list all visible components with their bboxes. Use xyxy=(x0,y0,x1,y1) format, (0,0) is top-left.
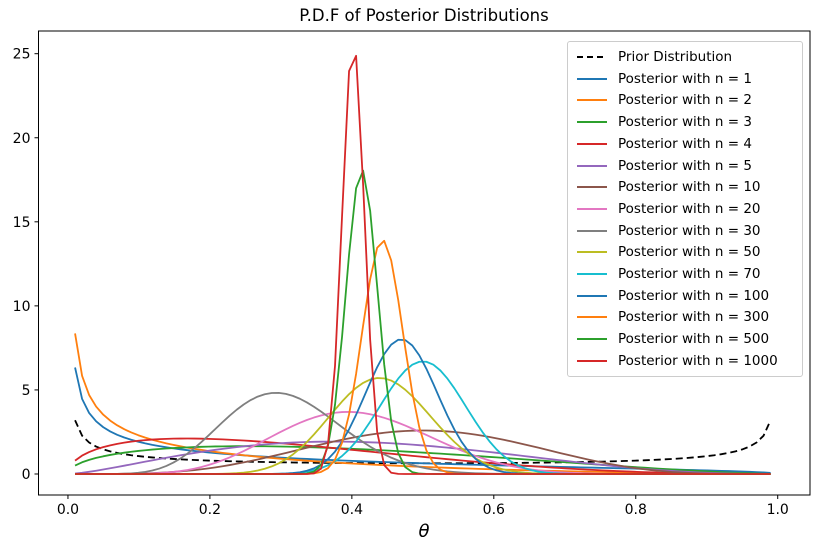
legend-label: Posterior with n = 500 xyxy=(618,331,770,348)
legend-item-n500: Posterior with n = 500 xyxy=(577,331,793,347)
x-tick-label: 0.6 xyxy=(483,502,505,518)
chart-title: P.D.F of Posterior Distributions xyxy=(299,6,549,25)
legend-label: Posterior with n = 1000 xyxy=(618,352,778,369)
legend-item-n2: Posterior with n = 2 xyxy=(577,92,793,108)
legend-line-sample-n70 xyxy=(577,273,607,276)
legend-line-sample-n10 xyxy=(577,186,607,189)
legend-label: Posterior with n = 10 xyxy=(618,179,761,196)
legend-label: Posterior with n = 4 xyxy=(618,135,752,152)
legend-item-n100: Posterior with n = 100 xyxy=(577,288,793,304)
legend-item-n3: Posterior with n = 3 xyxy=(577,114,793,130)
legend-item-n10: Posterior with n = 10 xyxy=(577,179,793,195)
legend-line-sample-n20 xyxy=(577,207,607,210)
legend-label: Posterior with n = 3 xyxy=(618,114,752,131)
curve-n1000 xyxy=(75,54,771,475)
curve-n3 xyxy=(74,445,771,475)
legend-label: Posterior with n = 2 xyxy=(618,92,752,109)
legend-line-sample-n4 xyxy=(577,142,607,145)
legend-line-sample-n50 xyxy=(577,251,607,254)
legend-line-sample-n300 xyxy=(577,316,607,319)
legend-line-sample-n2 xyxy=(577,99,607,102)
curve-n20 xyxy=(75,411,771,475)
x-tick-label: 0.0 xyxy=(57,502,79,518)
legend-line-sample-n1000 xyxy=(577,359,607,362)
legend-item-prior: Prior Distribution xyxy=(577,49,793,65)
x-tick-label: 0.8 xyxy=(625,502,647,518)
legend-item-n4: Posterior with n = 4 xyxy=(577,136,793,152)
legend-line-sample-n100 xyxy=(577,294,607,297)
legend-item-n20: Posterior with n = 20 xyxy=(577,201,793,217)
legend-label: Posterior with n = 1 xyxy=(618,70,752,87)
legend-label: Posterior with n = 30 xyxy=(618,222,761,239)
x-axis-label: θ xyxy=(418,521,430,542)
x-tick-label: 0.2 xyxy=(199,502,221,518)
legend-label: Posterior with n = 5 xyxy=(618,157,752,174)
legend-label: Posterior with n = 20 xyxy=(618,200,761,217)
legend: Prior Distribution Posterior with n = 1 Po… xyxy=(567,41,803,377)
legend-line-sample-n30 xyxy=(577,229,607,232)
y-tick-label: 10 xyxy=(13,299,31,315)
y-tick-label: 25 xyxy=(13,47,31,63)
y-tick-label: 5 xyxy=(22,383,31,399)
legend-line-sample-n3 xyxy=(577,121,607,124)
legend-label: Prior Distribution xyxy=(618,49,733,65)
legend-label: Posterior with n = 70 xyxy=(618,266,761,283)
x-tick-label: 1.0 xyxy=(767,502,789,518)
curve-n10 xyxy=(75,429,771,475)
legend-item-n30: Posterior with n = 30 xyxy=(577,223,793,239)
legend-label: Posterior with n = 300 xyxy=(618,309,770,326)
legend-line-sample-n1 xyxy=(577,77,607,80)
legend-label: Posterior with n = 100 xyxy=(618,287,770,304)
x-tick-label: 0.4 xyxy=(341,502,363,518)
legend-item-n1000: Posterior with n = 1000 xyxy=(577,353,793,369)
y-tick-label: 20 xyxy=(13,131,31,147)
y-tick-label: 0 xyxy=(22,467,31,483)
curve-n4 xyxy=(74,437,771,475)
legend-line-sample-prior xyxy=(577,56,607,58)
legend-item-n50: Posterior with n = 50 xyxy=(577,244,793,260)
axes-border xyxy=(38,30,811,496)
legend-item-n70: Posterior with n = 70 xyxy=(577,266,793,282)
legend-item-n1: Posterior with n = 1 xyxy=(577,71,793,87)
legend-line-sample-n5 xyxy=(577,164,607,167)
legend-item-n5: Posterior with n = 5 xyxy=(577,158,793,174)
legend-line-sample-n500 xyxy=(577,338,607,341)
y-tick-label: 15 xyxy=(13,215,31,231)
legend-label: Posterior with n = 50 xyxy=(618,244,761,261)
legend-item-n300: Posterior with n = 300 xyxy=(577,309,793,325)
